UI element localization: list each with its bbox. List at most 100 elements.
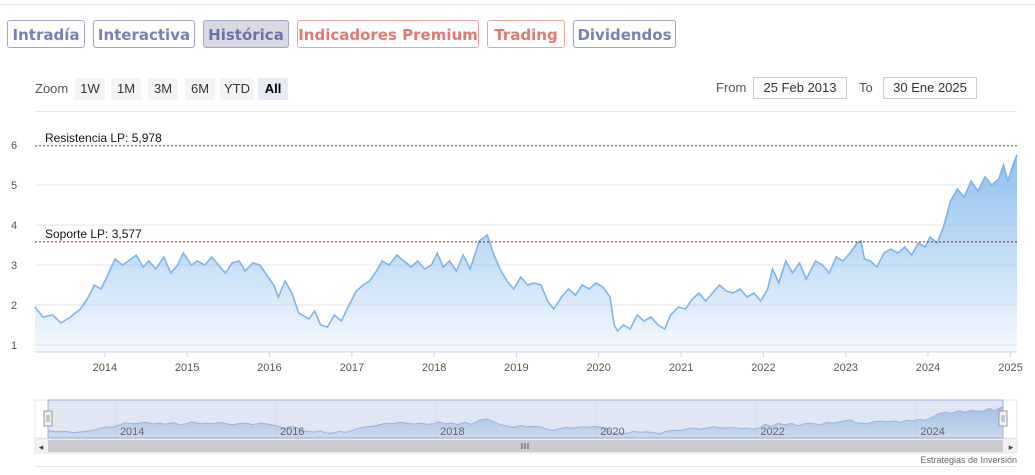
data-point	[462, 254, 464, 256]
zoom-1m-button[interactable]: 1M	[111, 78, 141, 100]
data-point	[609, 296, 611, 298]
data-point	[196, 260, 198, 262]
x-tick-label: 2016	[257, 362, 281, 374]
data-point	[211, 256, 213, 258]
toolbar-divider	[35, 111, 1017, 112]
data-point	[917, 242, 920, 244]
navigator-label: 2016	[280, 426, 304, 438]
data-point	[956, 188, 958, 190]
data-point	[753, 292, 755, 294]
data-point	[100, 288, 102, 290]
data-point	[876, 266, 878, 268]
tab-trading[interactable]: Trading	[487, 20, 565, 48]
data-point	[190, 264, 192, 266]
y-tick-label: 4	[11, 220, 17, 232]
data-point	[560, 296, 563, 298]
data-point	[291, 292, 293, 294]
zoom-3m-button[interactable]: 3M	[148, 78, 178, 100]
data-point	[588, 288, 590, 290]
data-point	[277, 296, 279, 298]
data-point	[991, 184, 993, 186]
navigator-right-handle[interactable]	[998, 410, 1008, 427]
data-point	[533, 282, 535, 284]
data-point	[442, 266, 444, 268]
data-point	[499, 268, 501, 270]
data-point	[739, 288, 741, 290]
top-divider	[0, 4, 1035, 5]
data-point	[106, 276, 108, 278]
data-point	[527, 284, 529, 286]
data-point	[381, 260, 383, 262]
x-tick-label: 2020	[586, 362, 610, 374]
data-point	[622, 324, 625, 326]
navigator-label: 2018	[440, 426, 464, 438]
data-point	[478, 240, 480, 242]
tab-intradia[interactable]: Intradía	[7, 20, 85, 48]
data-point	[949, 200, 952, 202]
zoom-1w-button[interactable]: 1W	[75, 78, 105, 100]
data-point	[362, 284, 364, 286]
resistance-label: Resistencia LP: 5,978	[45, 131, 162, 145]
zoom-6m-button[interactable]: 6M	[185, 78, 215, 100]
y-tick-label: 6	[11, 140, 17, 152]
scroll-right-arrow-icon: ▸	[1009, 443, 1014, 453]
data-point	[396, 254, 398, 256]
data-point	[204, 264, 206, 266]
data-point	[182, 252, 184, 254]
data-point	[52, 314, 54, 316]
from-date-input[interactable]: 25 Feb 2013	[753, 77, 847, 99]
data-point	[929, 236, 931, 238]
bottom-divider	[35, 466, 1017, 467]
tab-historica[interactable]: Histórica	[203, 20, 289, 48]
data-point	[664, 328, 666, 330]
data-point	[684, 308, 687, 310]
data-point	[828, 272, 830, 274]
x-tick-label: 2022	[751, 362, 775, 374]
tab-interactiva[interactable]: Interactiva	[93, 20, 195, 48]
data-point	[326, 326, 329, 328]
x-tick-label: 2014	[93, 362, 117, 374]
data-point	[904, 246, 906, 248]
scrollbar[interactable]: ◂ ▸	[34, 438, 1018, 454]
data-point	[231, 262, 233, 264]
tab-dividendos[interactable]: Dividendos	[573, 20, 676, 48]
data-point	[998, 178, 1000, 180]
data-point	[732, 292, 734, 294]
data-point	[455, 270, 458, 272]
data-point	[266, 274, 268, 276]
data-point	[657, 324, 659, 326]
data-point	[448, 260, 451, 262]
data-point	[1002, 164, 1005, 166]
x-tick-label: 2025	[998, 362, 1022, 374]
data-point	[711, 292, 714, 294]
data-point	[540, 284, 542, 286]
data-point	[942, 226, 945, 228]
x-tick-label: 2017	[340, 362, 364, 374]
data-point	[244, 270, 246, 272]
support-label: Soporte LP: 3,577	[45, 227, 142, 241]
data-point	[114, 258, 116, 260]
data-point	[520, 276, 522, 278]
data-point	[298, 312, 300, 314]
data-point	[252, 262, 254, 264]
data-point	[135, 254, 137, 256]
data-point	[698, 292, 700, 294]
tab-indicadores-premium[interactable]: Indicadores Premium	[297, 20, 479, 48]
data-point	[984, 176, 986, 178]
zoom-all-button[interactable]: All	[258, 78, 288, 100]
navigator-left-handle[interactable]	[43, 410, 53, 427]
data-point	[798, 262, 801, 264]
data-point	[469, 268, 471, 270]
x-tick-label: 2021	[669, 362, 693, 374]
data-point	[417, 260, 419, 262]
data-point	[670, 314, 672, 316]
from-label: From	[716, 80, 747, 95]
to-date-input[interactable]: 30 Ene 2025	[883, 77, 977, 99]
data-point	[142, 266, 144, 268]
data-point	[355, 290, 357, 292]
data-point	[849, 252, 851, 254]
zoom-ytd-button[interactable]: YTD	[220, 78, 254, 100]
data-point	[785, 260, 787, 262]
data-point	[340, 320, 342, 322]
